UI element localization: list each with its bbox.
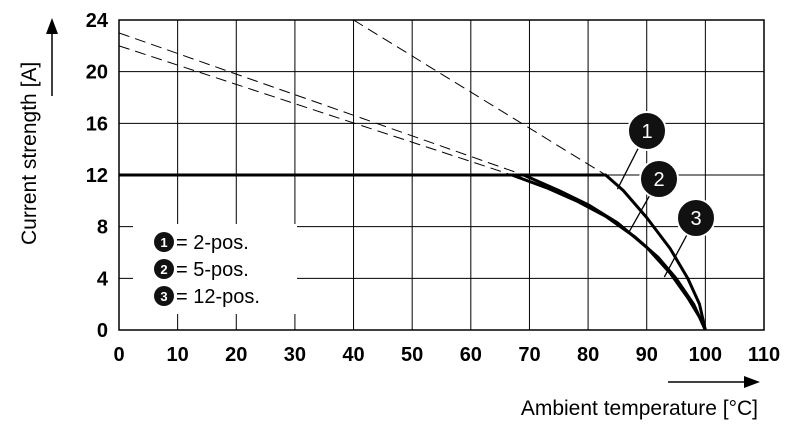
x-tick-labels: 0 10 20 30 40 50 60 70 80 90 100 110 xyxy=(113,344,780,366)
legend-badge-number: 3 xyxy=(160,289,167,304)
y-tick-label: 24 xyxy=(86,10,109,32)
x-tick-label: 20 xyxy=(225,344,247,366)
legend-badge-1 xyxy=(154,232,174,252)
callout-badge-1 xyxy=(627,111,667,151)
x-tick-label: 0 xyxy=(113,344,124,366)
x-tick-label: 50 xyxy=(401,344,423,366)
y-tick-label: 20 xyxy=(86,62,108,84)
x-tick-label: 100 xyxy=(689,344,722,366)
legend-entry-label: = 2-pos. xyxy=(176,232,249,254)
series-curves xyxy=(119,173,707,331)
grid xyxy=(118,19,765,331)
legend: 1 = 2-pos. 2 = 5-pos. 3 = 12-pos. xyxy=(133,224,297,314)
legend-badge-number: 1 xyxy=(160,235,167,250)
legend-badge-2 xyxy=(154,259,174,279)
dashed-line-1 xyxy=(353,20,606,176)
y-tick-label: 16 xyxy=(86,113,108,135)
legend-badge-3 xyxy=(154,286,174,306)
legend-entry-label: = 12-pos. xyxy=(176,286,260,308)
y-tick-label: 4 xyxy=(97,268,109,290)
legend-entry-label: = 5-pos. xyxy=(176,259,249,281)
y-axis-title: Current strength [A] xyxy=(18,62,41,245)
y-tick-label: 12 xyxy=(86,165,108,187)
callout-number: 1 xyxy=(641,121,652,143)
x-tick-label: 70 xyxy=(518,344,540,366)
y-axis-arrow xyxy=(46,18,58,96)
dashed-line-2 xyxy=(119,32,524,176)
x-tick-label: 40 xyxy=(342,344,364,366)
callouts: 1 2 3 xyxy=(616,111,716,278)
y-tick-label: 8 xyxy=(97,217,108,239)
y-tick-labels: 0 4 8 12 16 20 24 xyxy=(86,10,109,342)
legend-badge-number: 2 xyxy=(160,262,167,277)
callout-badge-2 xyxy=(639,159,679,199)
dashed-line-3 xyxy=(119,45,513,176)
callout-badge-3 xyxy=(676,198,716,238)
x-tick-label: 30 xyxy=(284,344,306,366)
x-axis-title: Ambient temperature [°C] xyxy=(521,397,758,420)
dashed-extrapolations xyxy=(119,20,606,176)
x-tick-label: 90 xyxy=(636,344,658,366)
callout-number: 3 xyxy=(690,208,701,230)
x-tick-label: 110 xyxy=(748,344,780,366)
series-line-2 xyxy=(119,173,707,331)
x-tick-label: 60 xyxy=(460,344,482,366)
y-tick-label: 0 xyxy=(97,320,108,342)
x-axis-arrow xyxy=(668,376,760,388)
x-tick-label: 80 xyxy=(577,344,599,366)
x-tick-label: 10 xyxy=(167,344,189,366)
callout-number: 2 xyxy=(653,169,664,191)
series-line-1 xyxy=(119,173,707,331)
